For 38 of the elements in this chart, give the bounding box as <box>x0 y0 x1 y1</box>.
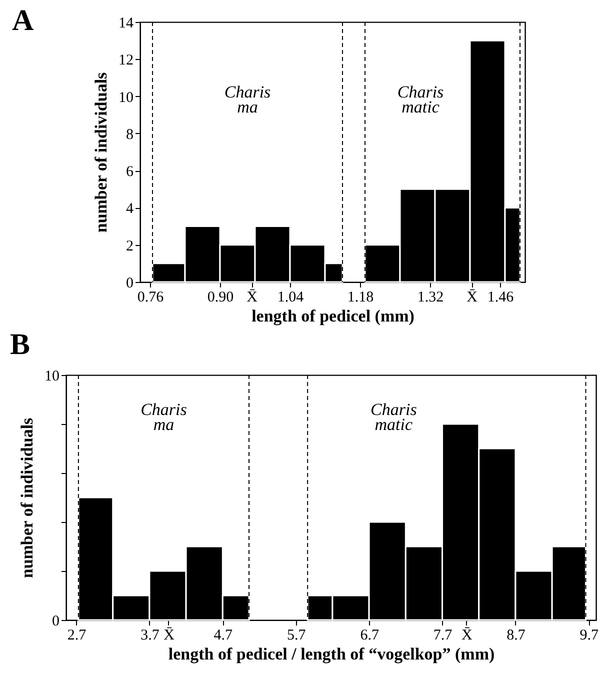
x-tick-label: 8.7 <box>506 628 526 644</box>
y-axis-title: number of individuals <box>92 72 110 233</box>
x-tick-label: X̄ <box>246 288 258 306</box>
y-tick-label: 0 <box>126 276 134 292</box>
x-tick-label: 4.7 <box>214 628 234 644</box>
x-tick-label: 5.7 <box>286 628 306 644</box>
x-axis-title: length of pedicel / length of “vogelkop” (mm) <box>168 644 495 664</box>
x-tick-label: X̄ <box>164 626 175 644</box>
x-tick-label: 1.18 <box>347 290 374 306</box>
x-tick-label: 1.46 <box>487 290 514 306</box>
annotation: Charis ma <box>140 400 188 434</box>
x-tick-label: 3.7 <box>140 628 160 644</box>
x-axis-title: length of pedicel (mm) <box>252 306 414 326</box>
y-tick-label: 2 <box>126 238 134 254</box>
x-tick-label: 7.7 <box>433 628 453 644</box>
x-tick-label: 1.04 <box>277 290 304 306</box>
y-tick-label: 10 <box>118 90 134 106</box>
x-tick-label: 2.7 <box>67 628 87 644</box>
x-tick-label: 9.7 <box>580 628 600 644</box>
y-tick-label: 14 <box>118 16 134 32</box>
annotation: Charis matic <box>370 400 418 434</box>
y-tick-label: 0 <box>52 614 60 630</box>
x-tick-label: X̄ <box>462 626 473 644</box>
annotation: Charis ma <box>224 82 272 116</box>
y-axis-title: number of individuals <box>18 417 36 578</box>
y-tick-label: 12 <box>118 52 134 69</box>
x-tick-label: X̄ <box>466 288 478 306</box>
x-tick-label: 6.7 <box>360 628 380 644</box>
chart-title: B <box>10 328 30 361</box>
chart-title: A <box>12 4 34 37</box>
y-tick-label: 8 <box>126 126 134 143</box>
x-tick-label: 0.76 <box>137 290 164 306</box>
x-tick-label: 0.90 <box>207 290 234 306</box>
y-tick-label: 6 <box>126 164 134 180</box>
y-tick-label: 4 <box>126 201 134 218</box>
x-tick-label: 1.32 <box>417 290 444 306</box>
y-tick-label: 10 <box>44 368 60 384</box>
annotation: Charis matic <box>397 82 444 116</box>
